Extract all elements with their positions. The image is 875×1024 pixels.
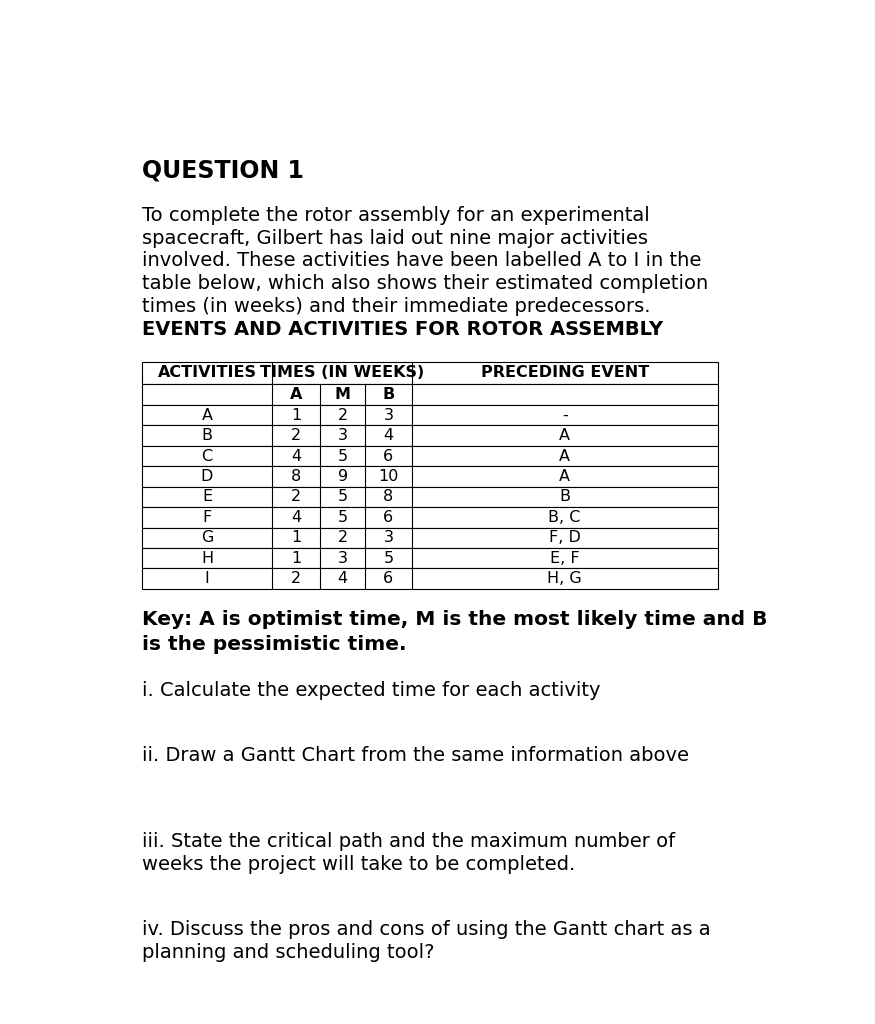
Text: 1: 1: [291, 530, 301, 545]
Text: To complete the rotor assembly for an experimental: To complete the rotor assembly for an ex…: [142, 206, 649, 225]
Text: A: A: [559, 428, 570, 443]
Text: F, D: F, D: [549, 530, 581, 545]
Text: 5: 5: [338, 449, 347, 464]
Text: ACTIVITIES: ACTIVITIES: [158, 366, 256, 381]
Text: M: M: [334, 387, 351, 402]
Text: 4: 4: [291, 449, 301, 464]
Text: weeks the project will take to be completed.: weeks the project will take to be comple…: [142, 855, 575, 873]
Bar: [142, 527, 717, 548]
Text: 2: 2: [291, 428, 301, 443]
Text: A: A: [201, 408, 213, 423]
Text: 1: 1: [291, 408, 301, 423]
Text: B: B: [201, 428, 213, 443]
Bar: [142, 426, 717, 445]
Bar: [142, 568, 717, 589]
Text: A: A: [559, 449, 570, 464]
Text: F: F: [202, 510, 212, 525]
Text: 2: 2: [291, 489, 301, 505]
Text: 2: 2: [291, 571, 301, 586]
Text: TIMES (IN WEEKS): TIMES (IN WEEKS): [260, 366, 424, 381]
Text: EVENTS AND ACTIVITIES FOR ROTOR ASSEMBLY: EVENTS AND ACTIVITIES FOR ROTOR ASSEMBLY: [142, 319, 663, 339]
Text: H, G: H, G: [548, 571, 582, 586]
Text: A: A: [559, 469, 570, 484]
Text: G: G: [201, 530, 214, 545]
Text: 6: 6: [383, 571, 394, 586]
Text: 4: 4: [383, 428, 394, 443]
Text: 1: 1: [291, 551, 301, 565]
Text: table below, which also shows their estimated completion: table below, which also shows their esti…: [142, 274, 708, 293]
Text: 4: 4: [291, 510, 301, 525]
Text: B: B: [382, 387, 395, 402]
Bar: [142, 507, 717, 527]
Text: 5: 5: [338, 489, 347, 505]
Bar: [142, 486, 717, 507]
Text: 8: 8: [383, 489, 394, 505]
Text: spacecraft, Gilbert has laid out nine major activities: spacecraft, Gilbert has laid out nine ma…: [142, 228, 648, 248]
Text: 3: 3: [383, 530, 394, 545]
Text: 9: 9: [338, 469, 347, 484]
Text: 2: 2: [338, 408, 347, 423]
Text: 10: 10: [378, 469, 399, 484]
Text: Key: A is optimist time, M is the most likely time and B: Key: A is optimist time, M is the most l…: [142, 610, 767, 630]
Text: 2: 2: [338, 530, 347, 545]
Text: E: E: [202, 489, 212, 505]
Text: A: A: [290, 387, 303, 402]
Bar: [142, 548, 717, 568]
Text: C: C: [201, 449, 213, 464]
Text: PRECEDING EVENT: PRECEDING EVENT: [480, 366, 649, 381]
Bar: [142, 384, 717, 406]
Text: times (in weeks) and their immediate predecessors.: times (in weeks) and their immediate pre…: [142, 297, 650, 315]
Text: 6: 6: [383, 449, 394, 464]
Text: D: D: [201, 469, 214, 484]
Text: H: H: [201, 551, 214, 565]
Bar: [142, 445, 717, 466]
Bar: [142, 466, 717, 486]
Text: 5: 5: [338, 510, 347, 525]
Text: planning and scheduling tool?: planning and scheduling tool?: [142, 942, 434, 962]
Text: iii. State the critical path and the maximum number of: iii. State the critical path and the max…: [142, 833, 675, 851]
Text: QUESTION 1: QUESTION 1: [142, 159, 304, 182]
Text: 4: 4: [338, 571, 347, 586]
Text: ii. Draw a Gantt Chart from the same information above: ii. Draw a Gantt Chart from the same inf…: [142, 746, 689, 765]
Text: 5: 5: [383, 551, 394, 565]
Text: B, C: B, C: [549, 510, 581, 525]
Bar: [142, 406, 717, 426]
Text: 3: 3: [338, 551, 347, 565]
Text: is the pessimistic time.: is the pessimistic time.: [142, 635, 406, 654]
Text: -: -: [562, 408, 568, 423]
Text: 8: 8: [291, 469, 301, 484]
Text: iv. Discuss the pros and cons of using the Gantt chart as a: iv. Discuss the pros and cons of using t…: [142, 920, 710, 939]
Text: B: B: [559, 489, 570, 505]
Text: 3: 3: [338, 428, 347, 443]
Text: I: I: [205, 571, 209, 586]
Bar: [142, 361, 717, 384]
Text: E, F: E, F: [550, 551, 579, 565]
Text: i. Calculate the expected time for each activity: i. Calculate the expected time for each …: [142, 681, 606, 700]
Text: 3: 3: [383, 408, 394, 423]
Text: 6: 6: [383, 510, 394, 525]
Text: involved. These activities have been labelled A to I in the: involved. These activities have been lab…: [142, 252, 701, 270]
